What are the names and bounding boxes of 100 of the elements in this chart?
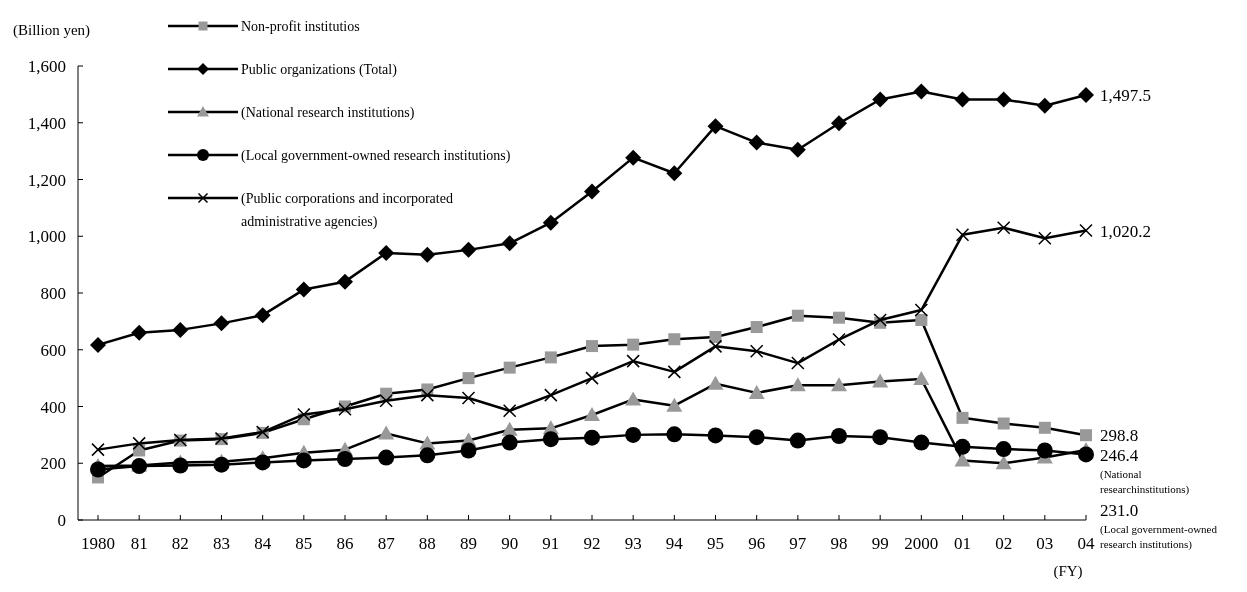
point [748, 134, 765, 151]
x-tick-label: 94 [665, 534, 684, 553]
x-tick-label: 96 [748, 534, 766, 553]
x-tick-label: 90 [501, 534, 519, 553]
x-tick-label: 85 [295, 534, 313, 553]
x-tick-label: 92 [583, 534, 601, 553]
point [956, 411, 969, 424]
y-tick-label: 800 [40, 284, 66, 303]
point [667, 365, 682, 379]
point [544, 388, 558, 402]
point [791, 309, 804, 322]
point [585, 371, 599, 385]
point [954, 438, 971, 455]
point [1036, 442, 1053, 459]
x-tick-label: 91 [542, 534, 560, 553]
point [337, 273, 353, 290]
point [872, 91, 889, 108]
x-tick-label: 1980 [81, 534, 115, 553]
point [501, 421, 518, 436]
x-tick-label: 97 [789, 534, 807, 553]
point [831, 428, 847, 445]
point [1079, 223, 1093, 238]
point [419, 447, 436, 464]
point [1038, 231, 1052, 245]
x-tick-label: 98 [830, 534, 848, 553]
point [584, 429, 600, 446]
point [625, 391, 642, 406]
x-tick-label: 95 [707, 534, 724, 553]
point [501, 235, 518, 252]
point [626, 354, 640, 368]
x-tick-label: 88 [418, 534, 436, 553]
point [131, 324, 148, 341]
point [913, 83, 930, 100]
text: 231.0 [1100, 501, 1139, 521]
point [1038, 421, 1051, 434]
point [338, 402, 352, 417]
point [831, 377, 847, 392]
y-tick-label: 1,600 [27, 57, 66, 76]
point [503, 361, 516, 374]
point [954, 452, 971, 467]
point [955, 228, 970, 242]
point [789, 377, 806, 392]
annotation: 298.8 [1100, 426, 1139, 446]
point [872, 373, 889, 388]
annotation: 1,020.2 [1100, 221, 1151, 241]
point [668, 333, 681, 346]
point [297, 407, 311, 422]
text: (National researchinstitutions) [1100, 468, 1190, 497]
point [419, 246, 436, 263]
y-tick-label: 600 [40, 340, 66, 360]
point [750, 321, 763, 334]
text: (Local government-owned research institutions) [1100, 523, 1218, 552]
y-tick-label: 200 [40, 454, 66, 474]
point [586, 340, 598, 353]
point [501, 434, 518, 451]
x-tick-label: 83 [213, 534, 230, 553]
point [378, 449, 395, 466]
point [254, 454, 271, 471]
legend-label: (Local government-owned research institutions) [241, 148, 511, 164]
point [789, 141, 806, 158]
point [544, 351, 557, 364]
x-axis-title: (FY) [1053, 563, 1083, 580]
point [627, 338, 640, 351]
point [707, 118, 724, 135]
point [789, 432, 806, 449]
point [913, 434, 930, 451]
point [213, 456, 230, 473]
point [172, 457, 189, 474]
point [625, 426, 642, 443]
y-tick-label: 400 [40, 397, 66, 417]
point [708, 339, 723, 354]
point [749, 344, 764, 358]
point [132, 436, 146, 451]
legend-label: (Public corporations and incorporated administrative agencies) [241, 191, 453, 230]
point [420, 388, 435, 402]
point [295, 452, 312, 469]
point [666, 426, 683, 443]
point [996, 220, 1011, 235]
point [378, 425, 395, 440]
point [461, 391, 476, 405]
x-tick-label: 93 [624, 534, 642, 553]
point [748, 429, 765, 446]
point [337, 450, 353, 467]
point [542, 214, 559, 231]
point [995, 441, 1012, 458]
point [831, 115, 847, 132]
point [707, 427, 724, 444]
point [791, 356, 805, 370]
point [1036, 97, 1053, 114]
y-tick-label: 1,200 [27, 170, 66, 190]
point [914, 303, 929, 317]
point [748, 384, 765, 399]
point [462, 372, 475, 385]
point [954, 91, 971, 108]
point [90, 461, 106, 478]
point [666, 165, 683, 182]
point [90, 336, 106, 353]
point [460, 442, 477, 459]
y-tick-label: 1,400 [27, 113, 66, 133]
y-tick-label: 0 [57, 511, 66, 530]
